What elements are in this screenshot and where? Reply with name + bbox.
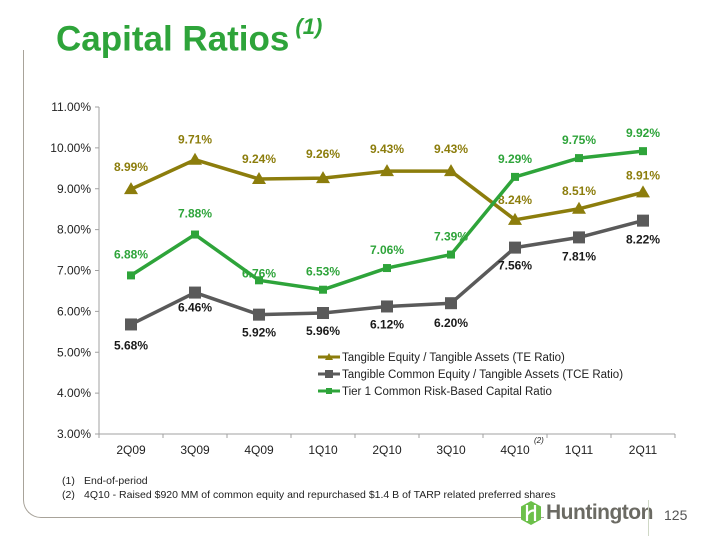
data-label: 6.46% (178, 301, 212, 315)
data-label: 9.43% (370, 142, 404, 156)
y-tick-label: 11.00% (51, 100, 91, 114)
x-tick-label: 2Q10 (372, 443, 402, 457)
te-ratio-marker (316, 171, 330, 184)
data-label: 8.91% (626, 168, 660, 182)
data-label: 7.06% (370, 243, 404, 257)
data-label: 9.24% (242, 152, 276, 166)
data-label: 9.75% (562, 133, 596, 147)
te-ratio-marker (380, 164, 394, 177)
data-label: 9.26% (306, 147, 340, 161)
tier1-ratio-marker (639, 147, 647, 156)
y-tick-label: 5.00% (57, 345, 91, 359)
x-tick-label: 2Q09 (116, 443, 146, 457)
footnote-number: (1) (62, 475, 75, 487)
te-ratio-marker (252, 171, 266, 184)
footnote-text: 4Q10 - Raised $920 MM of common equity a… (84, 489, 556, 501)
data-label: 9.92% (626, 126, 660, 140)
legend-marker (325, 353, 333, 360)
tier1-ratio-marker (575, 154, 583, 163)
data-label: 8.22% (626, 233, 660, 247)
data-label: 8.99% (114, 160, 148, 174)
y-tick-label: 10.00% (50, 141, 91, 155)
footnote-1: (1) End-of-period (62, 474, 556, 488)
tce-ratio-marker (317, 307, 329, 320)
tce-ratio-marker (637, 214, 649, 227)
tier1-ratio-marker (255, 276, 263, 285)
tier1-ratio-marker (127, 271, 135, 280)
data-label: 9.43% (434, 142, 468, 156)
data-label: 7.39% (434, 230, 468, 244)
x-tick-label: 3Q10 (436, 443, 466, 457)
y-tick-label: 9.00% (57, 182, 91, 196)
tier1-ratio-marker (191, 230, 199, 239)
tier1-ratio-marker (511, 172, 519, 181)
te-ratio-marker (124, 182, 138, 195)
legend-label: Tangible Equity / Tangible Assets (TE Ra… (342, 352, 565, 364)
y-tick-label: 4.00% (57, 386, 91, 400)
x-tick-label: 1Q11 (565, 443, 594, 457)
te-ratio-marker (444, 164, 458, 177)
data-label: 6.12% (370, 317, 404, 331)
tier1-ratio-marker (447, 250, 455, 259)
te-ratio-marker (188, 152, 202, 165)
tce-ratio-marker (381, 300, 393, 313)
data-label: 7.81% (562, 249, 596, 263)
data-label: 7.56% (498, 259, 532, 273)
huntington-logo: Huntington (520, 500, 653, 526)
y-tick-label: 7.00% (57, 264, 91, 278)
data-label: 5.92% (242, 326, 276, 340)
huntington-logo-icon (521, 501, 541, 525)
tce-ratio-marker (253, 308, 265, 321)
data-label: 9.71% (178, 133, 212, 147)
te-ratio-marker (636, 185, 650, 198)
tce-ratio-marker (189, 286, 201, 299)
x-tick-annotation: (2) (534, 436, 544, 445)
x-tick-label: 1Q10 (308, 443, 338, 457)
data-label: 8.51% (562, 184, 596, 198)
logo-wordmark: Huntington (546, 501, 653, 524)
tce-ratio-marker (573, 231, 585, 244)
x-tick-label: 4Q09 (244, 443, 274, 457)
x-tick-label: 4Q10 (500, 443, 530, 457)
title-text: Capital Ratios (56, 19, 290, 59)
slide-title: Capital Ratios (1) (56, 14, 322, 60)
footer-divider (648, 500, 649, 536)
data-label: 6.20% (434, 316, 468, 330)
data-label: 6.88% (114, 247, 148, 261)
tce-ratio-marker (509, 241, 521, 254)
tce-ratio-marker (125, 318, 137, 331)
title-footnote-ref: (1) (295, 14, 323, 39)
legend-label: Tier 1 Common Risk-Based Capital Ratio (342, 386, 552, 398)
legend-marker (325, 370, 333, 378)
footnote-number: (2) (62, 489, 75, 501)
data-label: 6.76% (242, 266, 276, 280)
x-tick-label: 3Q09 (180, 443, 210, 457)
y-tick-label: 8.00% (57, 223, 91, 237)
data-label: 7.88% (178, 207, 212, 221)
y-tick-label: 6.00% (57, 304, 91, 318)
legend-label: Tangible Common Equity / Tangible Assets… (342, 369, 623, 381)
te-ratio-marker (508, 212, 522, 225)
data-label: 8.24% (498, 193, 532, 207)
data-label: 9.29% (498, 152, 532, 166)
data-label: 5.68% (114, 338, 148, 352)
data-label: 6.53% (306, 265, 340, 279)
y-tick-label: 3.00% (57, 427, 91, 441)
tier1-ratio-marker (383, 264, 391, 273)
page-number: 125 (664, 507, 688, 523)
tier1-ratio-marker (319, 285, 327, 294)
tce-ratio-marker (445, 297, 457, 310)
data-label: 5.96% (306, 324, 340, 338)
footnote-text: End-of-period (84, 475, 148, 487)
te-ratio-marker (572, 201, 586, 214)
legend-marker (326, 388, 332, 394)
x-tick-label: 2Q11 (629, 443, 658, 457)
footnote-2: (2) 4Q10 - Raised $920 MM of common equit… (62, 488, 556, 502)
slide-frame (23, 50, 544, 518)
footnotes: (1) End-of-period (2) 4Q10 - Raised $920 M… (62, 474, 556, 502)
